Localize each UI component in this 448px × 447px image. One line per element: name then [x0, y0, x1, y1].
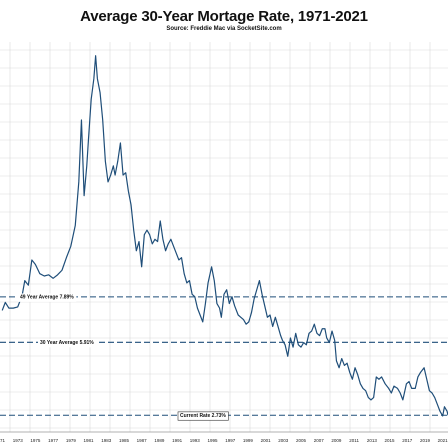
x-tick-label: 2011 — [349, 438, 359, 443]
x-tick-label: 2021 — [438, 438, 448, 443]
x-tick-label: 1975 — [30, 438, 41, 443]
series-line — [1, 55, 448, 417]
x-tick-label: 1985 — [119, 438, 130, 443]
x-tick-label: 2001 — [261, 438, 272, 443]
x-tick-label: 1973 — [13, 438, 24, 443]
x-axis-ticks: 1971 1973 1975 1977 1979 1981 1983 1985 1987 1989… — [0, 438, 448, 443]
chart-subtitle: Source: Freddie Mac via SocketSite.com — [166, 26, 282, 32]
x-tick-label: 1999 — [243, 438, 254, 443]
x-tick-label: 2005 — [296, 438, 307, 443]
x-tick-label: 1997 — [225, 438, 236, 443]
series-layer — [1, 55, 448, 417]
x-tick-label: 1977 — [48, 438, 59, 443]
x-tick-label: 2007 — [314, 438, 325, 443]
chart-title: Average 30-Year Mortage Rate, 1971-2021 — [80, 8, 368, 25]
gridlines — [0, 42, 448, 433]
reference-label: Current Rate 2.73% — [180, 413, 226, 419]
x-tick-label: 2015 — [385, 438, 396, 443]
x-tick-label: 1989 — [154, 438, 165, 443]
reference-label: 49 Year Average 7.89% — [20, 295, 74, 301]
x-tick-label: 1987 — [137, 438, 148, 443]
x-tick-label: 2003 — [278, 438, 289, 443]
x-tick-label: 2019 — [420, 438, 431, 443]
x-tick-label: 2009 — [331, 438, 342, 443]
x-tick-label: 1995 — [207, 438, 218, 443]
reference-label: 30 Year Average 5.91% — [40, 340, 94, 346]
reference-label-bg — [177, 411, 229, 421]
x-tick-label: 1979 — [66, 438, 77, 443]
reference-label-bg — [38, 338, 97, 348]
reference-label-bg — [18, 293, 77, 302]
x-tick-label: 1993 — [190, 438, 201, 443]
x-tick-label: 2013 — [367, 438, 378, 443]
x-tick-label: 1971 — [0, 438, 6, 443]
x-tick-label: 1991 — [172, 438, 183, 443]
x-tick-label: 1983 — [101, 438, 112, 443]
x-tick-label: 1981 — [84, 438, 95, 443]
annotations: 49 Year Average 7.89% 30 Year Average 5.9… — [18, 293, 229, 421]
x-tick-label: 2017 — [402, 438, 413, 443]
